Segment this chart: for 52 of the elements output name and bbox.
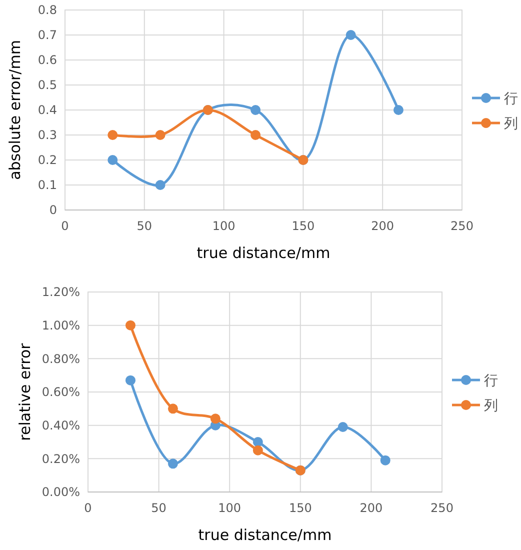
y-tick-label: 0.1 [38, 178, 57, 192]
x-tick-label: 200 [360, 501, 383, 515]
y-tick-label: 0.60% [42, 385, 80, 400]
x-axis-title: true distance/mm [196, 244, 330, 262]
x-tick-label: 200 [371, 219, 394, 233]
legend-label: 列 [484, 398, 498, 414]
y-tick-label: 0.2 [38, 153, 57, 168]
y-axis-title: relative error [16, 342, 34, 441]
y-tick-label: 0.20% [42, 452, 80, 466]
x-tick-label: 100 [212, 219, 236, 233]
x-tick-label: 100 [218, 501, 242, 515]
point [393, 105, 404, 115]
y-tick-label: 0.7 [38, 28, 57, 42]
point [108, 155, 118, 165]
point [155, 130, 166, 140]
x-tick-label: 50 [136, 219, 152, 233]
y-tick-label: 0.80% [42, 352, 80, 366]
y-tick-label: 0.00% [42, 485, 80, 500]
point [380, 455, 390, 466]
y-tick-label: 0 [49, 203, 57, 218]
point [125, 320, 136, 330]
x-tick-label: 150 [288, 501, 312, 515]
legend-label: 行 [484, 372, 498, 389]
x-axis-title: true distance/mm [198, 526, 332, 544]
y-tick-label: 0.5 [38, 78, 57, 92]
point [125, 375, 136, 386]
point [168, 458, 178, 469]
point [250, 130, 261, 140]
point [252, 445, 263, 456]
point [108, 130, 118, 140]
y-tick-label: 0.4 [38, 103, 57, 118]
point [155, 180, 166, 190]
y-tick-label: 0.3 [38, 128, 57, 142]
legend-label: 列 [504, 116, 518, 132]
y-tick-label: 0.40% [42, 418, 80, 433]
point [346, 30, 356, 40]
y-tick-label: 0.8 [38, 3, 57, 18]
x-tick-label: 250 [450, 219, 474, 233]
x-tick-label: 50 [151, 501, 166, 515]
point [210, 414, 220, 424]
point [168, 404, 178, 414]
x-tick-label: 0 [84, 501, 92, 515]
y-axis-title: absolute error/mm [6, 40, 24, 180]
x-tick-label: 150 [292, 219, 315, 233]
point [250, 105, 261, 115]
point [252, 437, 263, 447]
x-tick-label: 250 [430, 501, 454, 515]
legend-label: 行 [504, 90, 518, 107]
point [338, 422, 348, 432]
y-tick-label: 0.6 [38, 53, 57, 68]
y-tick-label: 1.00% [42, 318, 80, 333]
y-tick-label: 1.20% [42, 285, 80, 300]
